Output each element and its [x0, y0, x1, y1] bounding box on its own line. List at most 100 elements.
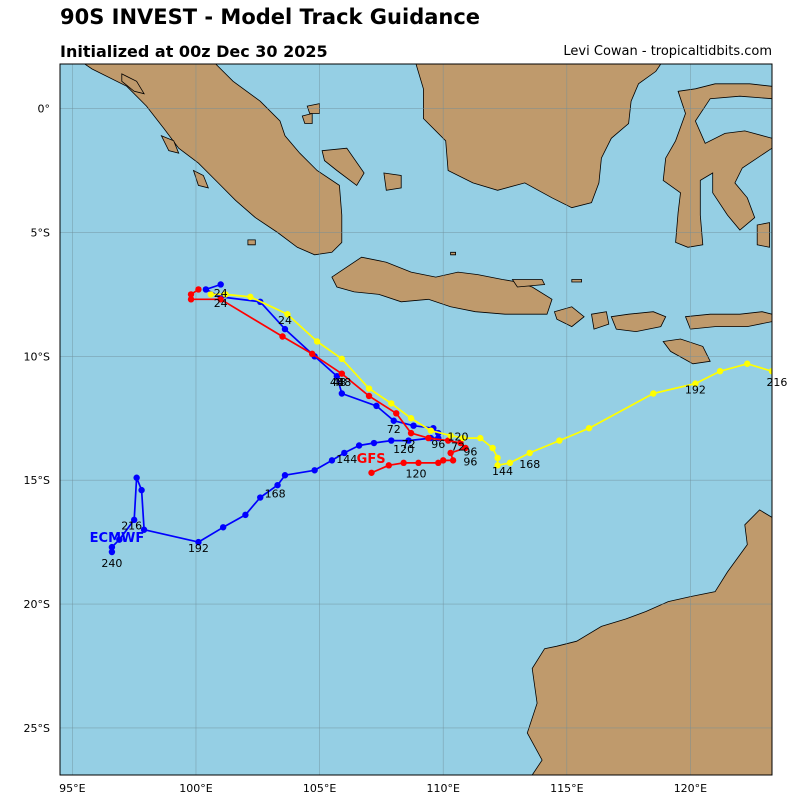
- forecast-hour-label: 216: [766, 376, 787, 389]
- track-point: [140, 526, 148, 533]
- track-point: [526, 449, 533, 457]
- land-madura: [511, 279, 546, 288]
- track-point: [410, 422, 417, 429]
- track-point: [385, 462, 393, 469]
- track-point: [388, 400, 395, 407]
- track-point: [444, 437, 452, 444]
- forecast-hour-label: 168: [265, 488, 286, 501]
- lon-tick-label: 120°E: [674, 782, 707, 795]
- track-point: [338, 370, 346, 377]
- init-time-subtitle: Initialized at 00z Dec 30 2025: [60, 42, 328, 61]
- track-point: [338, 390, 346, 397]
- land-sumatra: [83, 64, 343, 256]
- land-pagai: [192, 169, 209, 189]
- track-point: [405, 437, 412, 444]
- land-singkep: [301, 112, 313, 124]
- land-lombok: [591, 311, 610, 330]
- axis-labels: 95°E 100°E 105°E 110°E 115°E 120°E 0° 5°S 10°S 15…: [24, 103, 708, 795]
- lon-tick-label: 95°E: [59, 782, 85, 795]
- track-point: [427, 427, 435, 434]
- track-point: [407, 429, 415, 437]
- forecast-hour-label: 72: [451, 440, 465, 453]
- land-bali: [553, 306, 585, 328]
- track-point: [187, 291, 195, 298]
- lat-tick-label: 20°S: [24, 598, 50, 611]
- track-point: [650, 390, 657, 397]
- lat-tick-label: 5°S: [31, 226, 50, 239]
- track-point: [308, 350, 316, 358]
- forecast-hour-label: 192: [685, 383, 706, 396]
- land-belitung: [383, 172, 402, 191]
- track-point: [439, 457, 447, 464]
- track-point: [435, 459, 442, 467]
- track-point: [195, 286, 202, 293]
- land-layer: [83, 64, 772, 775]
- track-point: [506, 459, 514, 467]
- land-siberut: [160, 135, 180, 154]
- forecast-hour-label: 120: [448, 431, 469, 444]
- track-point: [368, 469, 375, 476]
- forecast-hour-label: 120: [406, 468, 427, 481]
- forecast-hour-label: 72: [402, 438, 416, 451]
- land-java: [331, 256, 553, 315]
- lon-tick-label: 115°E: [550, 782, 583, 795]
- track-point: [370, 439, 378, 447]
- track-point: [692, 380, 699, 387]
- track-point: [281, 472, 289, 479]
- track-point: [338, 355, 346, 363]
- land-borneo: [415, 64, 662, 209]
- forecast-hour-label: 96: [431, 438, 445, 451]
- track-point: [365, 392, 373, 400]
- track-point: [744, 360, 751, 367]
- track-point: [415, 459, 422, 467]
- forecast-hour-label: 48: [337, 376, 351, 389]
- track-point: [281, 325, 289, 333]
- track-point: [341, 449, 348, 457]
- track-point: [202, 286, 210, 293]
- track-point: [355, 442, 363, 449]
- track-line-gfs: [190, 288, 467, 474]
- model-name-label-gfs: GFS: [357, 452, 386, 467]
- track-point: [457, 439, 464, 447]
- track-point: [333, 372, 341, 380]
- track-point: [393, 410, 400, 417]
- forecast-hour-label: 24: [214, 297, 228, 310]
- track-point: [462, 444, 469, 452]
- lat-tick-label: 15°S: [24, 474, 50, 487]
- forecast-hour-label: 144: [492, 465, 513, 478]
- track-point: [716, 367, 724, 375]
- forecast-hour-label: 192: [188, 542, 209, 555]
- track-point: [373, 402, 380, 410]
- forecast-hour-label: 144: [336, 453, 357, 466]
- track-point: [219, 524, 227, 531]
- track-point: [390, 417, 397, 424]
- lat-tick-label: 0°: [38, 103, 51, 116]
- track-point: [556, 437, 563, 444]
- track-point: [257, 494, 264, 501]
- track-point: [130, 516, 138, 524]
- track-point: [489, 444, 496, 452]
- track-point: [222, 291, 229, 298]
- land-kangean: [571, 279, 582, 283]
- lon-tick-label: 105°E: [303, 782, 336, 795]
- land-karimunjawa: [450, 251, 457, 256]
- lon-tick-label: 100°E: [179, 782, 212, 795]
- track-point: [477, 434, 484, 442]
- track-point: [311, 467, 318, 474]
- track-point: [407, 415, 415, 422]
- track-point: [207, 291, 215, 298]
- track-point: [585, 424, 593, 432]
- track-point: [459, 434, 467, 442]
- track-point: [279, 333, 286, 340]
- land-bangka: [321, 147, 365, 186]
- land-sumbawa: [610, 311, 667, 333]
- forecast-hour-label: 120: [393, 443, 414, 456]
- forecast-hour-label: 216: [121, 520, 142, 533]
- track-gfs: [187, 286, 469, 476]
- land-australia: [526, 509, 772, 775]
- forecast-hour-label: 96: [463, 455, 477, 468]
- forecast-hour-label: 24: [278, 314, 292, 327]
- track-point: [133, 474, 140, 481]
- track-point: [274, 481, 281, 489]
